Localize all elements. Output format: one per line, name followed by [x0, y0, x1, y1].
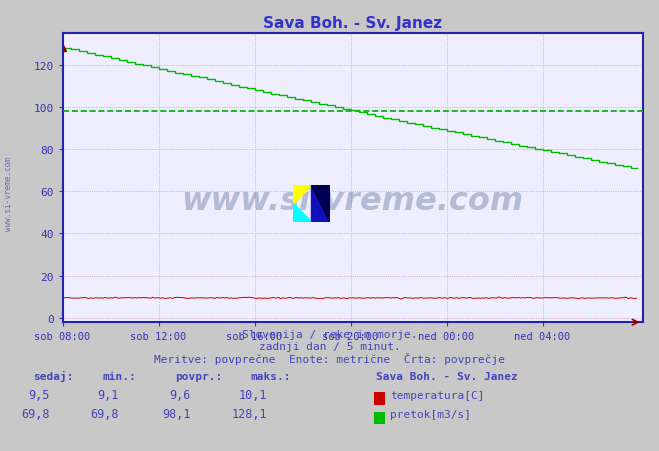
Text: www.si-vreme.com: www.si-vreme.com	[4, 157, 13, 231]
Text: 9,1: 9,1	[98, 388, 119, 401]
Text: 10,1: 10,1	[239, 388, 267, 401]
Text: zadnji dan / 5 minut.: zadnji dan / 5 minut.	[258, 341, 401, 351]
Text: sedaj:: sedaj:	[33, 370, 73, 381]
Text: Meritve: povprečne  Enote: metrične  Črta: povprečje: Meritve: povprečne Enote: metrične Črta:…	[154, 352, 505, 364]
Text: Slovenija / reke in morje.: Slovenija / reke in morje.	[242, 329, 417, 339]
Text: povpr.:: povpr.:	[175, 371, 222, 381]
Text: temperatura[C]: temperatura[C]	[390, 390, 484, 400]
Text: Sava Boh. - Sv. Janez: Sava Boh. - Sv. Janez	[376, 371, 517, 381]
Title: Sava Boh. - Sv. Janez: Sava Boh. - Sv. Janez	[263, 16, 442, 31]
Polygon shape	[312, 186, 330, 222]
Text: pretok[m3/s]: pretok[m3/s]	[390, 409, 471, 419]
Text: 98,1: 98,1	[163, 407, 191, 420]
Text: 9,6: 9,6	[170, 388, 191, 401]
Text: min.:: min.:	[102, 371, 136, 381]
Polygon shape	[293, 204, 312, 222]
Polygon shape	[293, 186, 312, 204]
Text: 69,8: 69,8	[21, 407, 49, 420]
Text: maks.:: maks.:	[250, 371, 291, 381]
Text: 69,8: 69,8	[90, 407, 119, 420]
Text: 128,1: 128,1	[231, 407, 267, 420]
Text: www.si-vreme.com: www.si-vreme.com	[181, 186, 524, 216]
Text: 9,5: 9,5	[28, 388, 49, 401]
Polygon shape	[312, 186, 330, 222]
